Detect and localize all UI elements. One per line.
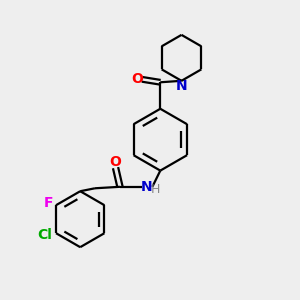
Text: N: N [141,180,152,194]
Text: Cl: Cl [38,228,52,242]
Text: H: H [151,183,160,196]
Text: O: O [110,155,122,169]
Text: N: N [176,79,187,93]
Text: O: O [131,72,143,86]
Text: F: F [44,196,53,210]
